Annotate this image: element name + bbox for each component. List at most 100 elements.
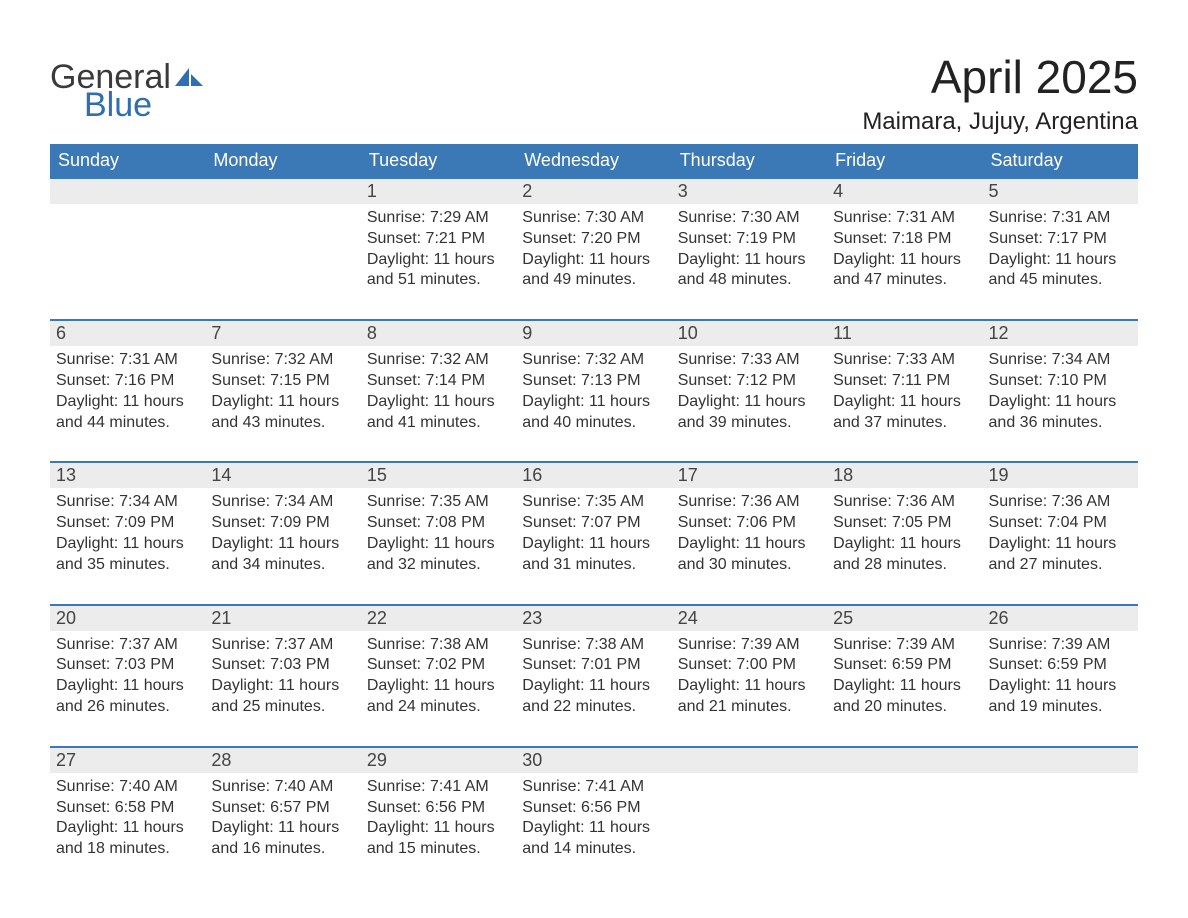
sunset-text: Sunset: 7:10 PM bbox=[989, 371, 1132, 392]
day-number-cell: 26 bbox=[983, 605, 1138, 631]
day-detail-cell: Sunrise: 7:31 AMSunset: 7:16 PMDaylight:… bbox=[50, 346, 205, 462]
daylight-text: Daylight: 11 hours and 27 minutes. bbox=[989, 534, 1132, 576]
daylight-text: Daylight: 11 hours and 47 minutes. bbox=[833, 250, 976, 292]
day-number-row: 20212223242526 bbox=[50, 605, 1138, 631]
day-detail-cell: Sunrise: 7:39 AMSunset: 7:00 PMDaylight:… bbox=[672, 631, 827, 747]
day-number-cell: 2 bbox=[516, 178, 671, 204]
day-number-cell: 4 bbox=[827, 178, 982, 204]
sunset-text: Sunset: 7:15 PM bbox=[211, 371, 354, 392]
sunset-text: Sunset: 7:09 PM bbox=[211, 513, 354, 534]
day-detail-cell bbox=[983, 773, 1138, 870]
sunrise-text: Sunrise: 7:36 AM bbox=[833, 492, 976, 513]
sunset-text: Sunset: 7:17 PM bbox=[989, 229, 1132, 250]
day-number-row: 13141516171819 bbox=[50, 462, 1138, 488]
day-detail-cell: Sunrise: 7:31 AMSunset: 7:17 PMDaylight:… bbox=[983, 204, 1138, 320]
daylight-text: Daylight: 11 hours and 19 minutes. bbox=[989, 676, 1132, 718]
sunset-text: Sunset: 7:03 PM bbox=[211, 655, 354, 676]
day-number-row: 6789101112 bbox=[50, 320, 1138, 346]
sunrise-text: Sunrise: 7:35 AM bbox=[522, 492, 665, 513]
sail-icon bbox=[175, 68, 205, 88]
sunrise-text: Sunrise: 7:33 AM bbox=[678, 350, 821, 371]
sunrise-text: Sunrise: 7:37 AM bbox=[56, 635, 199, 656]
weekday-header: Friday bbox=[827, 144, 982, 178]
daylight-text: Daylight: 11 hours and 49 minutes. bbox=[522, 250, 665, 292]
day-number-cell: 3 bbox=[672, 178, 827, 204]
daylight-text: Daylight: 11 hours and 18 minutes. bbox=[56, 818, 199, 860]
daylight-text: Daylight: 11 hours and 20 minutes. bbox=[833, 676, 976, 718]
day-detail-cell: Sunrise: 7:37 AMSunset: 7:03 PMDaylight:… bbox=[205, 631, 360, 747]
daylight-text: Daylight: 11 hours and 51 minutes. bbox=[367, 250, 510, 292]
sunset-text: Sunset: 7:01 PM bbox=[522, 655, 665, 676]
daylight-text: Daylight: 11 hours and 15 minutes. bbox=[367, 818, 510, 860]
sunrise-text: Sunrise: 7:34 AM bbox=[56, 492, 199, 513]
day-detail-cell: Sunrise: 7:36 AMSunset: 7:05 PMDaylight:… bbox=[827, 488, 982, 604]
weekday-header: Monday bbox=[205, 144, 360, 178]
daylight-text: Daylight: 11 hours and 44 minutes. bbox=[56, 392, 199, 434]
sunrise-text: Sunrise: 7:32 AM bbox=[211, 350, 354, 371]
sunset-text: Sunset: 7:03 PM bbox=[56, 655, 199, 676]
daylight-text: Daylight: 11 hours and 45 minutes. bbox=[989, 250, 1132, 292]
sunset-text: Sunset: 7:16 PM bbox=[56, 371, 199, 392]
sunrise-text: Sunrise: 7:34 AM bbox=[989, 350, 1132, 371]
daylight-text: Daylight: 11 hours and 24 minutes. bbox=[367, 676, 510, 718]
sunset-text: Sunset: 7:20 PM bbox=[522, 229, 665, 250]
sunrise-text: Sunrise: 7:38 AM bbox=[367, 635, 510, 656]
daylight-text: Daylight: 11 hours and 36 minutes. bbox=[989, 392, 1132, 434]
sunset-text: Sunset: 6:56 PM bbox=[367, 798, 510, 819]
daylight-text: Daylight: 11 hours and 41 minutes. bbox=[367, 392, 510, 434]
sunset-text: Sunset: 7:06 PM bbox=[678, 513, 821, 534]
day-number-cell: 15 bbox=[361, 462, 516, 488]
day-detail-cell: Sunrise: 7:29 AMSunset: 7:21 PMDaylight:… bbox=[361, 204, 516, 320]
daylight-text: Daylight: 11 hours and 16 minutes. bbox=[211, 818, 354, 860]
calendar-table: Sunday Monday Tuesday Wednesday Thursday… bbox=[50, 144, 1138, 870]
daylight-text: Daylight: 11 hours and 31 minutes. bbox=[522, 534, 665, 576]
day-number-cell: 27 bbox=[50, 747, 205, 773]
day-detail-cell: Sunrise: 7:32 AMSunset: 7:15 PMDaylight:… bbox=[205, 346, 360, 462]
sunset-text: Sunset: 7:09 PM bbox=[56, 513, 199, 534]
day-detail-cell: Sunrise: 7:31 AMSunset: 7:18 PMDaylight:… bbox=[827, 204, 982, 320]
day-number-cell: 14 bbox=[205, 462, 360, 488]
sunset-text: Sunset: 7:05 PM bbox=[833, 513, 976, 534]
day-detail-cell: Sunrise: 7:36 AMSunset: 7:06 PMDaylight:… bbox=[672, 488, 827, 604]
logo-word2: Blue bbox=[84, 88, 205, 122]
sunset-text: Sunset: 7:12 PM bbox=[678, 371, 821, 392]
day-number-row: 12345 bbox=[50, 178, 1138, 204]
day-detail-cell: Sunrise: 7:39 AMSunset: 6:59 PMDaylight:… bbox=[983, 631, 1138, 747]
day-number-cell: 28 bbox=[205, 747, 360, 773]
day-detail-cell: Sunrise: 7:30 AMSunset: 7:20 PMDaylight:… bbox=[516, 204, 671, 320]
day-detail-cell: Sunrise: 7:39 AMSunset: 6:59 PMDaylight:… bbox=[827, 631, 982, 747]
day-detail-cell bbox=[827, 773, 982, 870]
day-number-cell: 24 bbox=[672, 605, 827, 631]
day-detail-cell bbox=[205, 204, 360, 320]
day-detail-cell: Sunrise: 7:38 AMSunset: 7:02 PMDaylight:… bbox=[361, 631, 516, 747]
day-detail-cell: Sunrise: 7:41 AMSunset: 6:56 PMDaylight:… bbox=[516, 773, 671, 870]
day-number-cell: 25 bbox=[827, 605, 982, 631]
day-detail-cell: Sunrise: 7:32 AMSunset: 7:13 PMDaylight:… bbox=[516, 346, 671, 462]
day-detail-cell: Sunrise: 7:34 AMSunset: 7:09 PMDaylight:… bbox=[50, 488, 205, 604]
sunset-text: Sunset: 7:19 PM bbox=[678, 229, 821, 250]
day-detail-cell: Sunrise: 7:34 AMSunset: 7:09 PMDaylight:… bbox=[205, 488, 360, 604]
day-detail-cell: Sunrise: 7:35 AMSunset: 7:07 PMDaylight:… bbox=[516, 488, 671, 604]
day-detail-cell bbox=[672, 773, 827, 870]
weekday-header: Saturday bbox=[983, 144, 1138, 178]
location-subtitle: Maimara, Jujuy, Argentina bbox=[862, 108, 1138, 136]
day-detail-cell: Sunrise: 7:33 AMSunset: 7:11 PMDaylight:… bbox=[827, 346, 982, 462]
weekday-header: Sunday bbox=[50, 144, 205, 178]
sunset-text: Sunset: 7:07 PM bbox=[522, 513, 665, 534]
sunset-text: Sunset: 6:59 PM bbox=[833, 655, 976, 676]
sunrise-text: Sunrise: 7:31 AM bbox=[833, 208, 976, 229]
daylight-text: Daylight: 11 hours and 39 minutes. bbox=[678, 392, 821, 434]
sunset-text: Sunset: 7:14 PM bbox=[367, 371, 510, 392]
sunrise-text: Sunrise: 7:30 AM bbox=[522, 208, 665, 229]
day-number-cell: 11 bbox=[827, 320, 982, 346]
sunrise-text: Sunrise: 7:31 AM bbox=[989, 208, 1132, 229]
day-detail-row: Sunrise: 7:31 AMSunset: 7:16 PMDaylight:… bbox=[50, 346, 1138, 462]
day-number-cell: 5 bbox=[983, 178, 1138, 204]
page-header: General Blue April 2025 Maimara, Jujuy, … bbox=[50, 50, 1138, 136]
daylight-text: Daylight: 11 hours and 28 minutes. bbox=[833, 534, 976, 576]
sunset-text: Sunset: 7:02 PM bbox=[367, 655, 510, 676]
sunrise-text: Sunrise: 7:41 AM bbox=[367, 777, 510, 798]
sunrise-text: Sunrise: 7:33 AM bbox=[833, 350, 976, 371]
day-detail-cell: Sunrise: 7:38 AMSunset: 7:01 PMDaylight:… bbox=[516, 631, 671, 747]
daylight-text: Daylight: 11 hours and 40 minutes. bbox=[522, 392, 665, 434]
